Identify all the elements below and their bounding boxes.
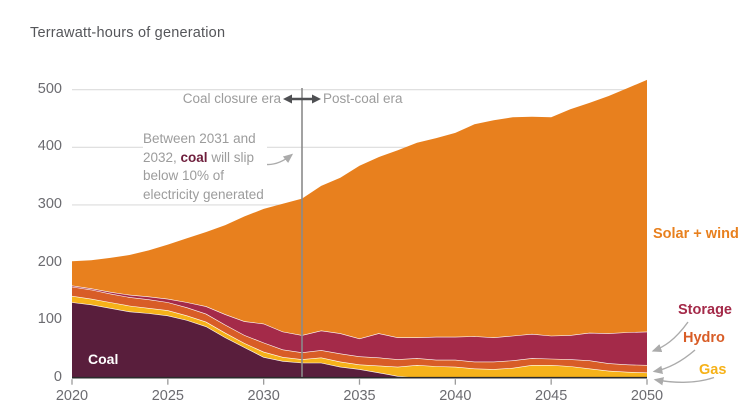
series-label-storage: Storage: [678, 302, 732, 318]
y-axis-tick-label: 400: [37, 138, 62, 155]
era-arrow-right-head: [312, 94, 321, 104]
coal-area-label: Coal: [88, 351, 119, 367]
y-axis-tick-label: 500: [37, 80, 62, 97]
x-axis-tick-label: 2045: [535, 388, 568, 404]
x-axis-tick-label: 2030: [247, 388, 280, 404]
era-label-post-coal: Post-coal era: [323, 91, 403, 106]
y-axis-tick-label: 300: [37, 195, 62, 212]
coal-callout: Between 2031 and 2032, coal will slip be…: [143, 130, 267, 205]
callout-text-after: will slip below 10% of electricity gener…: [143, 149, 264, 202]
x-axis-tick-label: 2020: [55, 388, 89, 404]
hydro-arrow: [652, 349, 696, 375]
page-title: Terrawatt-hours of generation: [30, 25, 226, 41]
callout-highlight: coal: [180, 149, 208, 165]
y-axis-tick-label: 200: [37, 253, 62, 270]
gas-arrow: [653, 376, 715, 386]
series-label-gas: Gas: [699, 362, 727, 378]
series-label-hydro: Hydro: [683, 330, 725, 346]
x-axis-tick-label: 2035: [343, 388, 376, 404]
storage-arrow: [651, 321, 689, 353]
series-label-solar-wind: Solar + wind: [653, 226, 739, 242]
era-label-coal-closure: Coal closure era: [182, 91, 281, 106]
x-axis-tick-label: 2040: [439, 388, 472, 404]
y-axis-tick-label: 0: [53, 368, 62, 385]
x-axis-tick-label: 2025: [151, 388, 184, 404]
callout-text-before: Between 2031 and 2032,: [143, 131, 256, 165]
y-axis-tick-label: 100: [37, 311, 62, 328]
x-axis-tick-label: 2050: [630, 388, 664, 404]
era-arrow-left-head: [283, 94, 292, 104]
